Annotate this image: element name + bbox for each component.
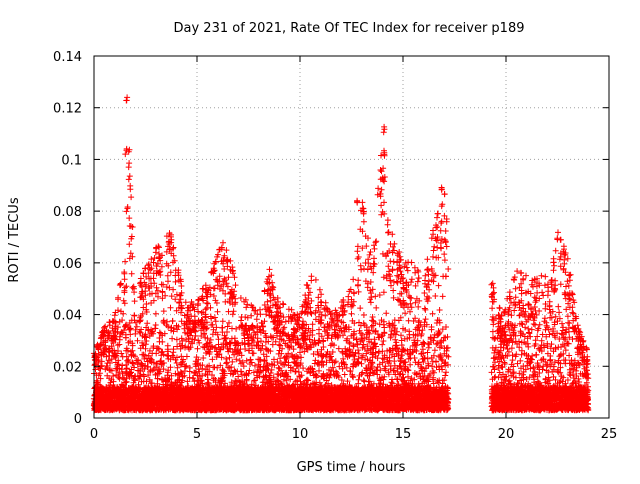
chart-title: Day 231 of 2021, Rate Of TEC Index for r… xyxy=(174,21,525,36)
